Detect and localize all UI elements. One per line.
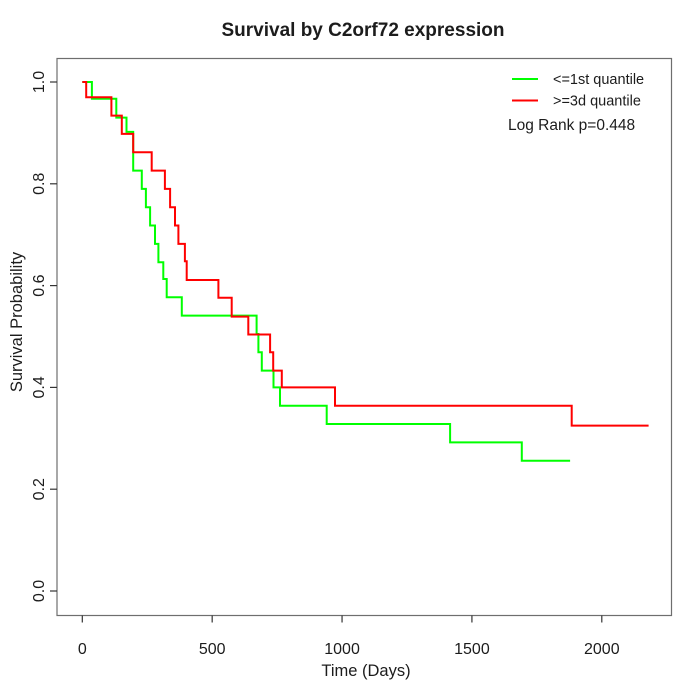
x-tick-label: 500 <box>199 641 226 658</box>
y-tick-label: 0.0 <box>31 580 48 602</box>
x-axis-label: Time (Days) <box>321 662 410 680</box>
y-tick-label: 0.6 <box>31 274 48 296</box>
y-tick-label: 1.0 <box>31 71 48 93</box>
legend: <=1st quantile >=3d quantile Log Rank p=… <box>508 72 644 134</box>
x-tick-label: 1000 <box>324 641 360 658</box>
km-curve-third-quantile <box>82 81 649 427</box>
km-curve-first-quantile <box>82 81 571 462</box>
plot-box <box>56 57 673 617</box>
y-axis-label: Survival Probability <box>8 251 26 392</box>
y-tick-label: 0.4 <box>31 376 48 398</box>
x-tick-label: 0 <box>78 641 87 658</box>
y-tick-label: 0.8 <box>31 173 48 195</box>
log-rank-annotation: Log Rank p=0.448 <box>508 117 635 134</box>
y-tick-label: 0.2 <box>31 478 48 500</box>
chart-title: Survival by C2orf72 expression <box>221 20 504 41</box>
legend-label-third-quantile: >=3d quantile <box>553 94 641 110</box>
plot-generated-layer: 0 500 1000 1500 2000 0.0 0.2 0.4 0.6 0.8 1.0 <box>31 57 673 658</box>
legend-label-first-quantile: <=1st quantile <box>553 72 644 88</box>
x-tick-label: 1500 <box>454 641 490 658</box>
x-tick-label: 2000 <box>584 641 620 658</box>
